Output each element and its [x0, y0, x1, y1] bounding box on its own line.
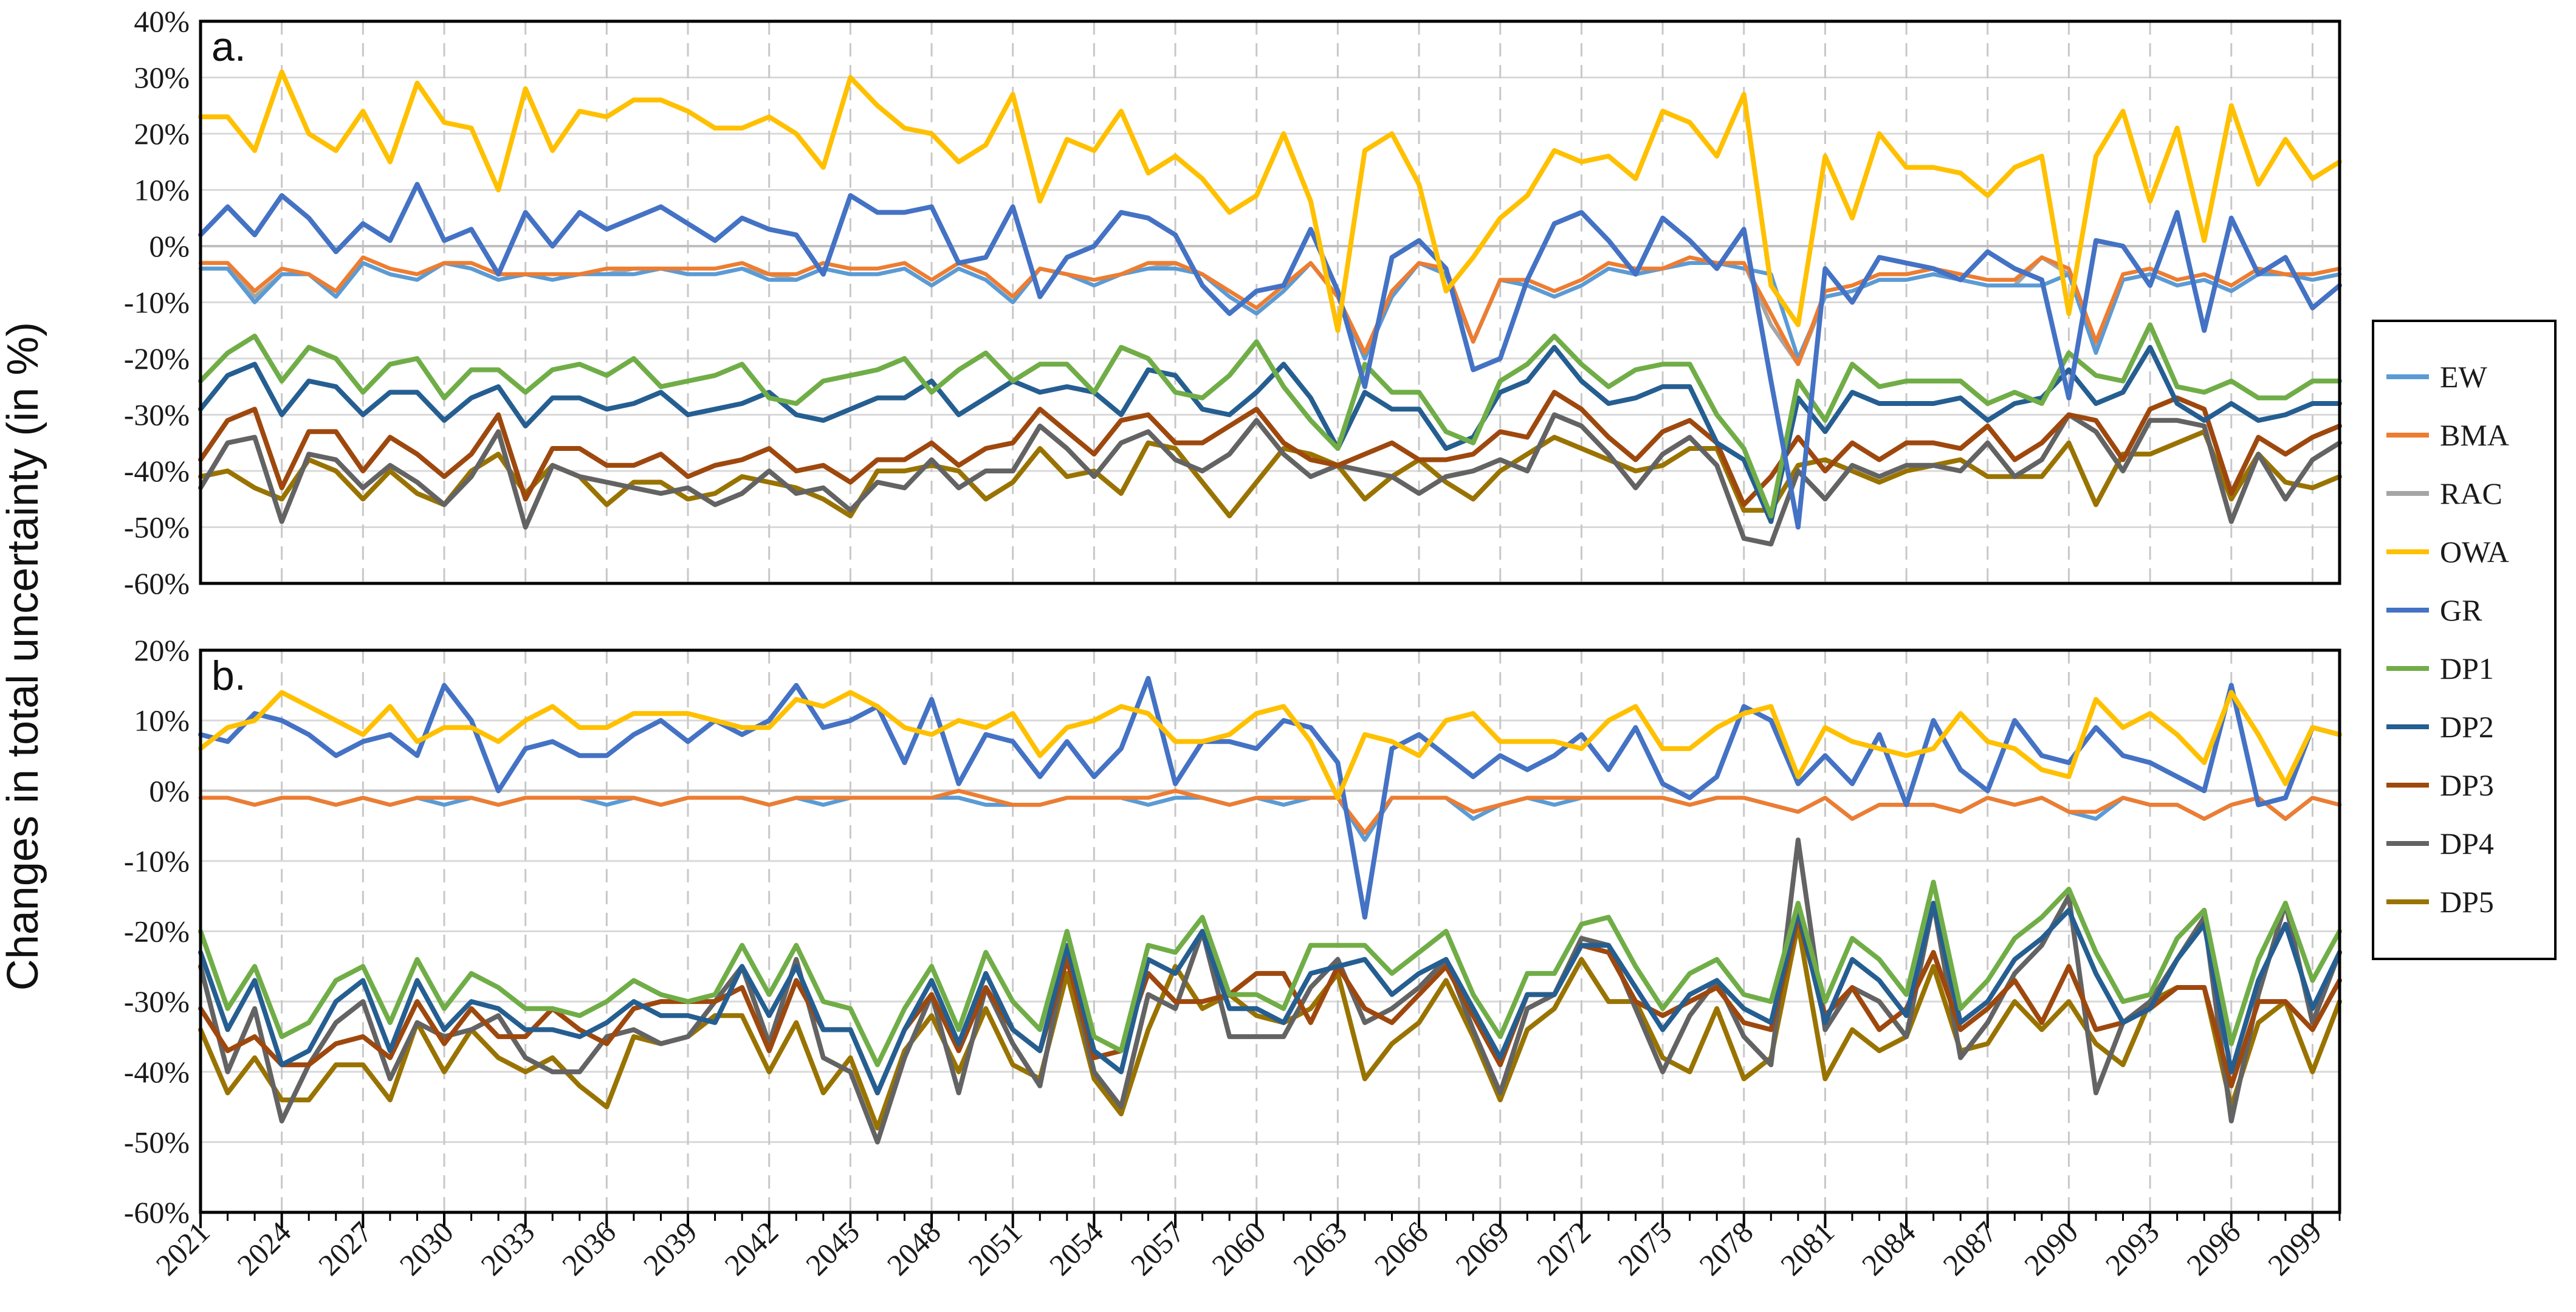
series-line-dp2 [198, 345, 2342, 524]
legend-box [2372, 320, 2557, 960]
series-line-dp1 [198, 322, 2342, 518]
x-tick-label: 2033 [474, 1215, 541, 1282]
y-tick-label: -30% [124, 398, 190, 432]
series-line-bma [198, 789, 2342, 835]
legend-label-dp1: DP1 [2440, 651, 2494, 685]
x-tick-label: 2045 [799, 1215, 866, 1282]
x-tick-label: 2069 [1449, 1215, 1516, 1282]
x-tick-label: 2039 [636, 1215, 703, 1282]
x-tick-label: 2078 [1692, 1215, 1759, 1282]
panel-b: 20% 10% 0% -10% -20% -30% -40% -50% -60% b. [124, 633, 2342, 1229]
series-line-dp2 [198, 901, 2342, 1096]
y-axis-label: Changes in total uncertainty (in %) [0, 322, 47, 991]
x-tick-label: 2084 [1855, 1215, 1922, 1282]
x-tick-label: 2066 [1368, 1215, 1435, 1282]
x-tick-label: 2051 [961, 1215, 1028, 1282]
x-tick-label: 2093 [2099, 1215, 2166, 1282]
x-tick-label: 2036 [555, 1215, 622, 1282]
y-tick-label: -60% [124, 1195, 190, 1229]
legend-label-ew: EW [2440, 360, 2488, 394]
y-tick-label: -20% [124, 342, 190, 376]
y-tick-label: 20% [134, 117, 190, 151]
series-line-dp4 [198, 837, 2342, 1145]
series-line-bma [198, 255, 2342, 366]
x-tick-label: 2054 [1043, 1215, 1110, 1282]
x-tick-label: 2030 [393, 1215, 459, 1282]
x-tick-label: 2099 [2261, 1215, 2328, 1282]
x-tick-label: 2027 [312, 1215, 379, 1282]
panel-frame [199, 19, 2341, 585]
panel-a: 40% 30% 20% 10% 0% -10% -20% -30% -40% -50% -60% a. [124, 4, 2342, 600]
x-axis: 2021 2024 2027 2030 2033 2036 2039 2042 2045 2048… [149, 1212, 2341, 1282]
y-tick-label: 0% [149, 774, 190, 808]
legend-label-owa: OWA [2440, 535, 2509, 569]
legend-label-dp3: DP3 [2440, 768, 2494, 802]
y-tick-label: 20% [134, 633, 190, 667]
legend-label-rac: RAC [2440, 476, 2502, 510]
y-tick-label: -40% [124, 454, 190, 488]
y-tick-label: -10% [124, 844, 190, 878]
series-line-dp3 [198, 390, 2342, 507]
series-line-dp5 [198, 921, 2342, 1131]
x-tick-label: 2075 [1612, 1215, 1678, 1282]
x-tick-label: 2087 [1936, 1215, 2003, 1282]
x-tick-label: 2063 [1286, 1215, 1353, 1282]
legend-label-dp2: DP2 [2440, 710, 2494, 744]
y-tick-label: 0% [149, 229, 190, 263]
y-tick-label: -50% [124, 510, 190, 544]
y-tick-label: 40% [134, 4, 190, 38]
y-tick-label: 30% [134, 61, 190, 95]
y-tick-label: -30% [124, 984, 190, 1018]
y-tick-label: -60% [124, 566, 190, 600]
x-tick-label: 2072 [1530, 1215, 1597, 1282]
x-tick-label: 2024 [230, 1215, 297, 1282]
series-line-dp1 [198, 879, 2342, 1068]
x-tick-label: 2057 [1124, 1215, 1191, 1282]
series-line-ew [198, 261, 2342, 361]
legend: EW BMA RAC OWA GR DP1 DP2 DP3 DP4 DP5 [2372, 320, 2557, 960]
series-line-owa [198, 690, 2342, 800]
y-tick-label: 10% [134, 173, 190, 207]
y-tick-label: -10% [124, 286, 190, 320]
legend-label-gr: GR [2440, 593, 2482, 627]
series-line-gr [198, 676, 2342, 920]
panel-frame [199, 648, 2341, 1214]
series-line-owa [198, 69, 2342, 333]
y-tick-label: -20% [124, 915, 190, 949]
y-tick-label: -40% [124, 1055, 190, 1089]
panel-label: a. [211, 24, 246, 70]
y-tick-label: 10% [134, 704, 190, 738]
x-tick-label: 2060 [1205, 1215, 1272, 1282]
legend-label-bma: BMA [2440, 418, 2509, 452]
y-tick-label: -50% [124, 1125, 190, 1159]
x-tick-label: 2042 [718, 1215, 785, 1282]
chart-panels: 40% 30% 20% 10% 0% -10% -20% -30% -40% -50% -60% a.… [124, 4, 2342, 1229]
x-tick-label: 2081 [1774, 1215, 1841, 1282]
x-tick-label: 2096 [2180, 1215, 2247, 1282]
legend-label-dp5: DP5 [2440, 885, 2494, 919]
panel-label: b. [211, 653, 246, 699]
series-line-dp4 [198, 412, 2342, 547]
series-line-gr [198, 182, 2342, 530]
x-tick-label: 2090 [2018, 1215, 2084, 1282]
x-tick-label: 2048 [881, 1215, 947, 1282]
legend-label-dp4: DP4 [2440, 826, 2494, 860]
